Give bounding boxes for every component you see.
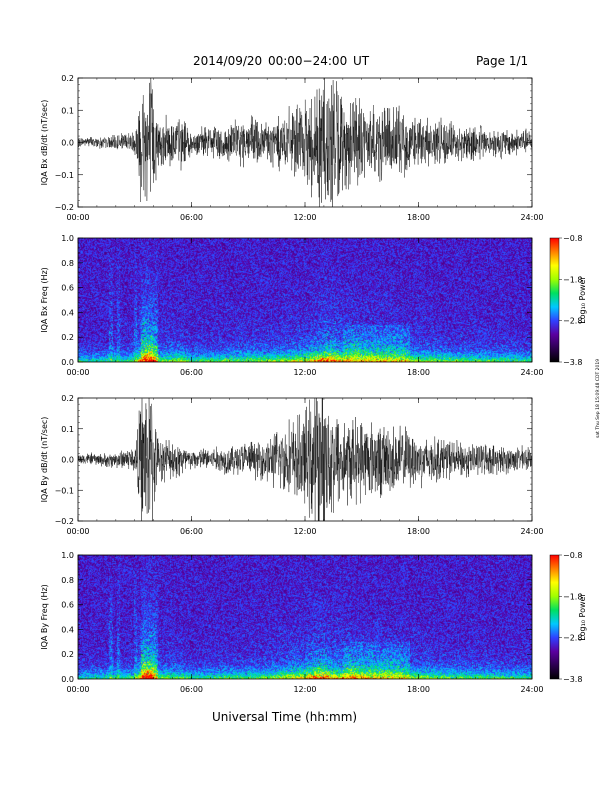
y-tick-label: 0.6 (61, 601, 74, 610)
x-tick-label: 18:00 (407, 685, 430, 694)
x-tick-label: 24:00 (520, 213, 543, 222)
x-tick-label: 12:00 (293, 368, 316, 377)
y-tick-label: 0.1 (61, 106, 74, 115)
y-tick-label: 0.2 (61, 394, 74, 403)
y-tick-label: −0.2 (55, 203, 74, 212)
waveform-series (78, 398, 532, 521)
y-axis-label: IQA By dB/dt (nT/sec) (40, 417, 49, 503)
colorbar-tick-label: −0.8 (563, 234, 582, 243)
colorbar-tick-label: −2.8 (563, 317, 582, 326)
colorbar-label: Log₁₀ Power (578, 593, 587, 641)
x-tick-label: 24:00 (520, 685, 543, 694)
x-tick-label: 12:00 (293, 685, 316, 694)
colorbar-tick-label: −0.8 (563, 551, 582, 560)
y-tick-label: 0.4 (61, 308, 74, 317)
x-tick-label: 12:00 (293, 213, 316, 222)
y-axis-label: IQA By Freq (Hz) (40, 584, 49, 650)
x-tick-label: 18:00 (407, 527, 430, 536)
colorbar-label: Log₁₀ Power (578, 276, 587, 324)
x-tick-label: 24:00 (520, 368, 543, 377)
y-tick-label: 1.0 (61, 551, 74, 560)
colorbar-tick-label: −3.8 (563, 358, 582, 367)
panel-2: −0.8 −1.8 −2.8 −3.8 Log₁₀ Power 0.0 0.2 0.4 0.6 0… (40, 234, 587, 377)
y-tick-label: −0.2 (55, 517, 74, 526)
y-tick-label: −0.1 (55, 486, 74, 495)
y-tick-label: 0.6 (61, 284, 74, 293)
y-tick-label: 0.2 (61, 74, 74, 83)
panel-4: −0.8 −1.8 −2.8 −3.8 Log₁₀ Power 0.0 0.2 0.4 0.6 0… (40, 551, 587, 694)
y-tick-label: 0.0 (61, 675, 74, 684)
x-tick-label: 24:00 (520, 527, 543, 536)
spectrogram-image (78, 238, 532, 362)
colorbar (549, 554, 560, 680)
x-tick-label: 06:00 (180, 527, 203, 536)
x-tick-label: 12:00 (293, 527, 316, 536)
x-tick-label: 06:00 (180, 368, 203, 377)
y-tick-label: 0.0 (61, 139, 74, 148)
page-number: Page 1/1 (476, 54, 529, 68)
y-tick-label: 0.1 (61, 425, 74, 434)
y-tick-label: 0.2 (61, 333, 74, 342)
y-tick-label: 1.0 (61, 234, 74, 243)
generation-stamp: sat Thu Sep 18 15:09:48 CDT 2019 (596, 358, 601, 438)
colorbar-tick-label: −3.8 (563, 675, 582, 684)
x-tick-label: 00:00 (66, 527, 89, 536)
colorbar (549, 237, 560, 363)
y-axis-label: IQA Bx dB/dt (nT/sec) (40, 100, 49, 186)
panel-3: −0.2 −0.1 0.0 0.1 0.2 00:00 06:00 12:00 18:00 24:… (40, 394, 544, 536)
y-tick-label: 0.0 (61, 358, 74, 367)
y-tick-label: 0.8 (61, 259, 74, 268)
y-tick-label: 0.4 (61, 625, 74, 634)
y-axis-label: IQA Bx Freq (Hz) (40, 267, 49, 333)
x-tick-label: 06:00 (180, 213, 203, 222)
spectrogram-image (78, 555, 532, 679)
waveform-series (78, 78, 532, 207)
page-title: 2014/09/20 00:00−24:00 UT (193, 54, 370, 68)
panel-1: −0.2 −0.1 0.0 0.1 0.2 00:00 06:00 12:00 18:00 24:… (40, 74, 544, 222)
x-tick-label: 18:00 (407, 213, 430, 222)
x-tick-label: 00:00 (66, 685, 89, 694)
colorbar-tick-label: −1.8 (563, 592, 582, 601)
colorbar-tick-label: −1.8 (563, 275, 582, 284)
colorbar-tick-label: −2.8 (563, 634, 582, 643)
y-tick-label: −0.1 (55, 171, 74, 180)
x-tick-label: 06:00 (180, 685, 203, 694)
y-tick-label: 0.2 (61, 650, 74, 659)
x-tick-label: 18:00 (407, 368, 430, 377)
y-tick-label: 0.8 (61, 576, 74, 585)
y-tick-label: 0.0 (61, 456, 74, 465)
x-tick-label: 00:00 (66, 368, 89, 377)
x-tick-label: 00:00 (66, 213, 89, 222)
x-axis-title: Universal Time (hh:mm) (212, 710, 358, 724)
